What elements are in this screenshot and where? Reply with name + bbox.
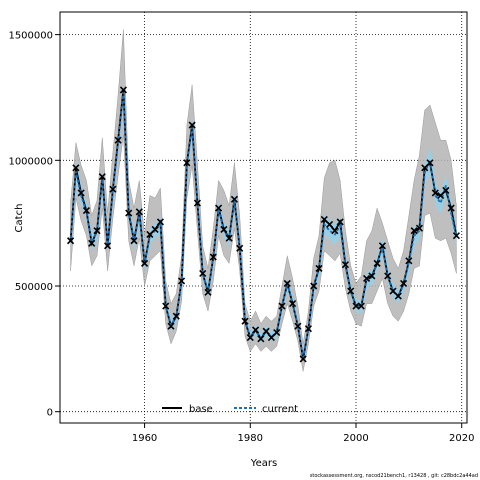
catch-marker-1966 <box>172 312 180 320</box>
catch-marker-1972 <box>204 288 212 296</box>
catch-marker-1992 <box>310 282 318 290</box>
catch-marker-1993 <box>315 264 323 272</box>
catch-marker-2000 <box>352 302 360 310</box>
catch-marker-2009 <box>400 279 408 288</box>
catch-marker-1983 <box>262 327 270 335</box>
catch-marker-1980 <box>246 333 254 342</box>
y-tick-label-1500000: 1500000 <box>8 31 53 42</box>
y-tick-label-1000000: 1000000 <box>8 156 53 167</box>
catch-marker-1979 <box>241 317 249 325</box>
catch-marker-2006 <box>384 272 392 280</box>
catch-marker-1964 <box>162 302 170 310</box>
catch-marker-1950 <box>88 239 96 247</box>
catch-marker-1981 <box>252 326 260 334</box>
catch-marker-1971 <box>199 269 207 277</box>
catch-marker-1996 <box>331 227 339 235</box>
legend: base current <box>162 404 298 415</box>
catch-marker-1952 <box>98 173 106 181</box>
catch-marker-1999 <box>347 287 355 295</box>
x-tick-label-2000: 2000 <box>343 433 368 444</box>
catch-marker-1970 <box>193 199 201 207</box>
catch-marker-1978 <box>236 244 244 252</box>
catch-marker-2019 <box>452 232 460 240</box>
y-tick-label-0: 0 <box>47 408 53 419</box>
catch-marker-1959 <box>135 208 143 216</box>
catch-marker-1985 <box>273 328 281 337</box>
catch-marker-1995 <box>326 220 334 228</box>
catch-marker-1949 <box>82 207 90 215</box>
base-confidence-band <box>70 29 457 372</box>
plot-frame <box>59 11 468 424</box>
catch-marker-1956 <box>119 86 127 94</box>
x-axis-title: Years <box>250 458 277 469</box>
footnote: stockassessment.org, nscod21bench1, r134… <box>310 473 478 479</box>
catch-marker-1961 <box>146 230 154 239</box>
catch-marker-1991 <box>304 325 312 333</box>
catch-marker-1987 <box>283 279 291 288</box>
catch-marker-2007 <box>389 287 397 295</box>
catch-marker-1989 <box>294 322 302 330</box>
catch-marker-2004 <box>373 259 381 267</box>
catch-marker-2014 <box>426 159 434 167</box>
legend-label-current: current <box>262 404 298 415</box>
catch-marker-1957 <box>125 209 133 217</box>
catch-marker-1946 <box>67 237 75 245</box>
catch-marker-2003 <box>368 272 376 280</box>
catch-marker-1951 <box>93 227 101 235</box>
catch-marker-1953 <box>104 242 112 250</box>
catch-marker-1962 <box>151 225 159 234</box>
catch-marker-1954 <box>109 185 117 193</box>
catch-marker-1967 <box>178 277 186 285</box>
catch-marker-2016 <box>437 191 445 200</box>
x-tick-label-1980: 1980 <box>238 433 263 444</box>
legend-label-base: base <box>189 404 213 415</box>
catch-marker-1998 <box>341 261 349 269</box>
catch-marker-1969 <box>188 121 196 129</box>
catch-marker-1973 <box>209 253 217 261</box>
catch-marker-1948 <box>77 189 85 197</box>
catch-marker-2011 <box>410 227 418 235</box>
catch-marker-1977 <box>230 195 238 203</box>
catch-marker-1965 <box>167 322 175 330</box>
catch-marker-1974 <box>215 204 223 212</box>
catch-marker-2008 <box>394 292 402 300</box>
catch-marker-2015 <box>431 189 439 197</box>
catch-marker-2010 <box>405 257 413 265</box>
catch-marker-2018 <box>447 204 455 212</box>
catch-marker-1963 <box>156 218 164 226</box>
catch-marker-1990 <box>299 355 307 363</box>
catch-marker-1994 <box>320 215 328 223</box>
catch-marker-1975 <box>220 225 228 234</box>
x-tick-label-1960: 1960 <box>132 433 157 444</box>
catch-marker-2013 <box>421 164 429 172</box>
catch-marker-1997 <box>336 218 344 226</box>
y-axis-title: Catch <box>14 204 25 233</box>
catch-marker-2017 <box>442 186 450 195</box>
axes: 1960 1980 2000 2020 0 500000 1000000 1500000 <box>8 11 474 444</box>
catch-marker-2001 <box>357 302 365 310</box>
catch-marker-2005 <box>378 242 386 250</box>
confidence-bands <box>70 29 457 372</box>
catch-marker-1958 <box>130 237 138 245</box>
catch-marker-1960 <box>141 259 149 267</box>
catch-marker-1986 <box>278 302 286 310</box>
catch-marker-1947 <box>72 164 80 172</box>
catch-marker-1988 <box>289 300 297 308</box>
y-tick-label-500000: 500000 <box>15 282 53 293</box>
catch-marker-2012 <box>415 224 423 232</box>
catch-marker-1984 <box>267 333 275 342</box>
catch-marker-1976 <box>225 234 233 242</box>
catch-marker-2002 <box>363 274 371 283</box>
catch-marker-1968 <box>183 159 191 167</box>
catch-marker-1955 <box>114 136 122 144</box>
x-tick-label-2020: 2020 <box>449 433 474 444</box>
catch-markers <box>67 86 460 363</box>
catch-marker-1982 <box>257 335 265 343</box>
